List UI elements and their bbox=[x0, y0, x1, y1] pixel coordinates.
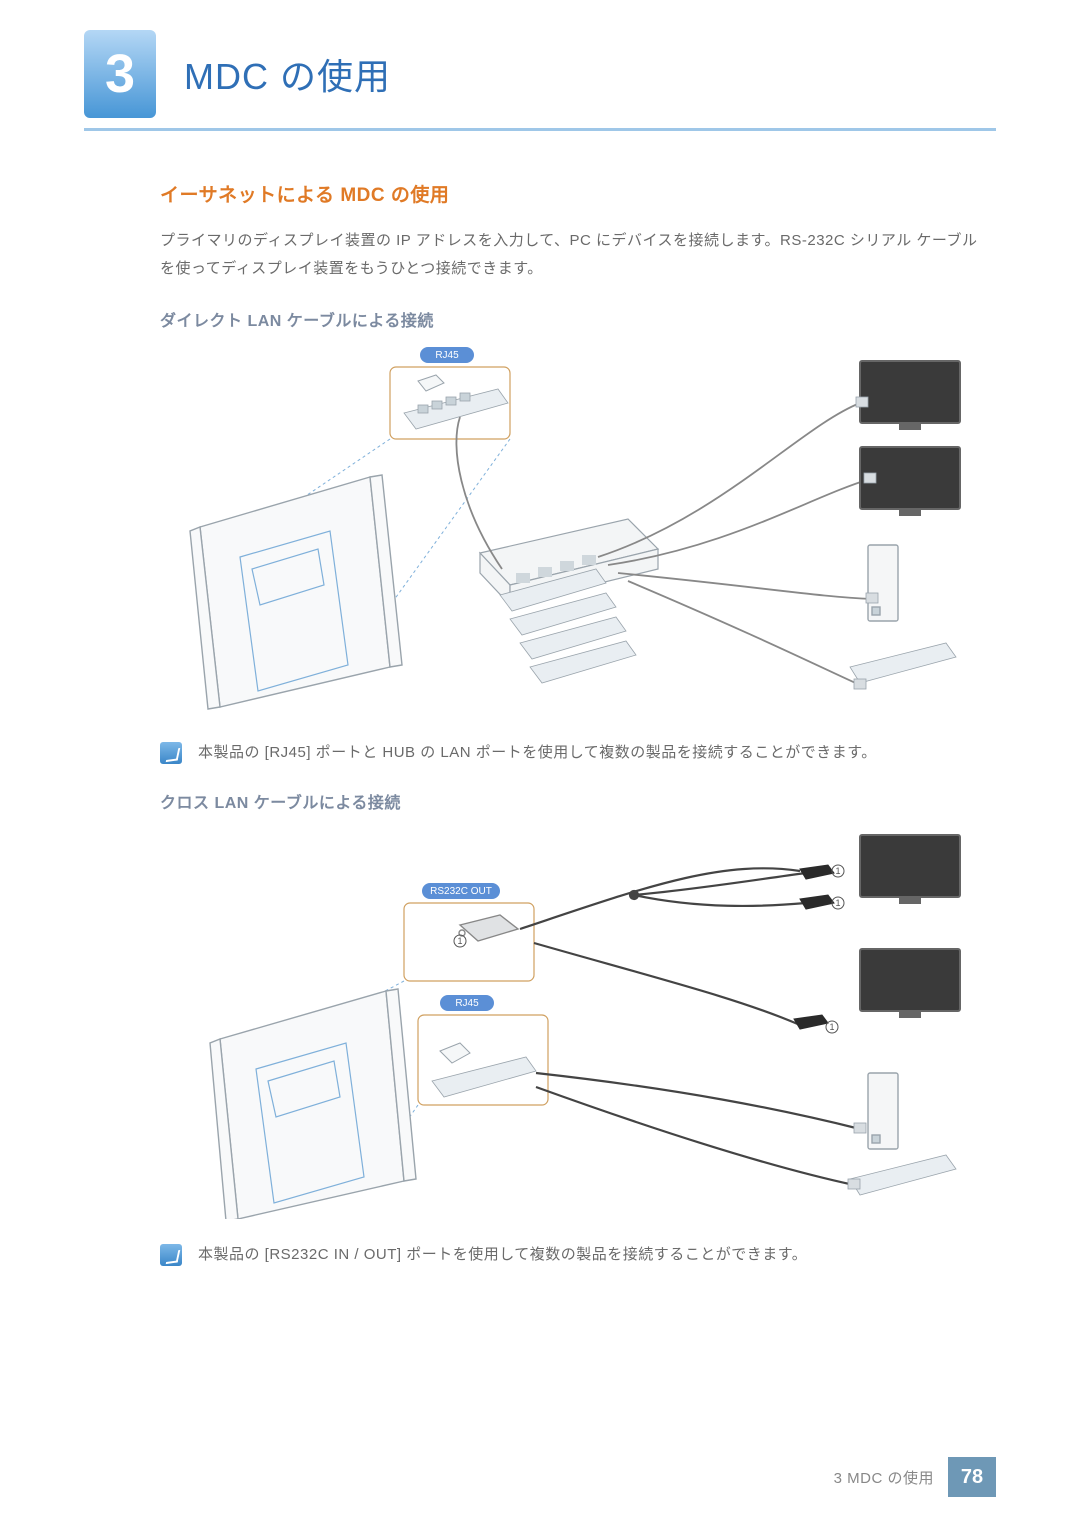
diagram1-note-text: 本製品の [RJ45] ポートと HUB の LAN ポートを使用して複数の製品… bbox=[198, 740, 877, 766]
page-content: イーサネットによる MDC の使用 プライマリのディスプレイ装置の IP アドレ… bbox=[160, 180, 980, 1292]
diagram2-note: 本製品の [RS232C IN / OUT] ポートを使用して複数の製品を接続す… bbox=[160, 1242, 980, 1268]
footer-page-number: 78 bbox=[948, 1457, 996, 1497]
svg-text:1: 1 bbox=[457, 936, 462, 946]
diagram1-heading: ダイレクト LAN ケーブルによる接続 bbox=[160, 307, 980, 331]
chapter-header: 3 MDC の使用 bbox=[84, 30, 984, 118]
svg-text:1: 1 bbox=[835, 866, 840, 876]
diagram1-label-rj45: RJ45 bbox=[435, 350, 459, 361]
section-intro: プライマリのディスプレイ装置の IP アドレスを入力して、PC にデバイスを接続… bbox=[160, 227, 980, 283]
diagram1-note: 本製品の [RJ45] ポートと HUB の LAN ポートを使用して複数の製品… bbox=[160, 740, 980, 766]
footer-label: 3 MDC の使用 bbox=[834, 1467, 934, 1488]
diagram2-note-text: 本製品の [RS232C IN / OUT] ポートを使用して複数の製品を接続す… bbox=[198, 1242, 807, 1268]
diagram2-label-rs232c: RS232C OUT bbox=[430, 886, 492, 897]
diagram2-heading: クロス LAN ケーブルによる接続 bbox=[160, 789, 980, 813]
note-icon bbox=[160, 742, 182, 764]
diagram2: RS232C OUT RJ45 bbox=[160, 829, 980, 1224]
chapter-number-badge: 3 bbox=[84, 30, 156, 118]
chapter-number: 3 bbox=[105, 43, 135, 105]
chapter-title: MDC の使用 bbox=[184, 48, 391, 100]
header-divider bbox=[84, 128, 996, 131]
section-heading: イーサネットによる MDC の使用 bbox=[160, 180, 980, 207]
diagram1: RJ45 bbox=[160, 347, 980, 722]
page-footer: 3 MDC の使用 78 bbox=[834, 1457, 996, 1497]
svg-text:1: 1 bbox=[829, 1022, 834, 1032]
svg-text:1: 1 bbox=[835, 898, 840, 908]
diagram2-label-rj45: RJ45 bbox=[455, 998, 479, 1009]
note-icon bbox=[160, 1244, 182, 1266]
